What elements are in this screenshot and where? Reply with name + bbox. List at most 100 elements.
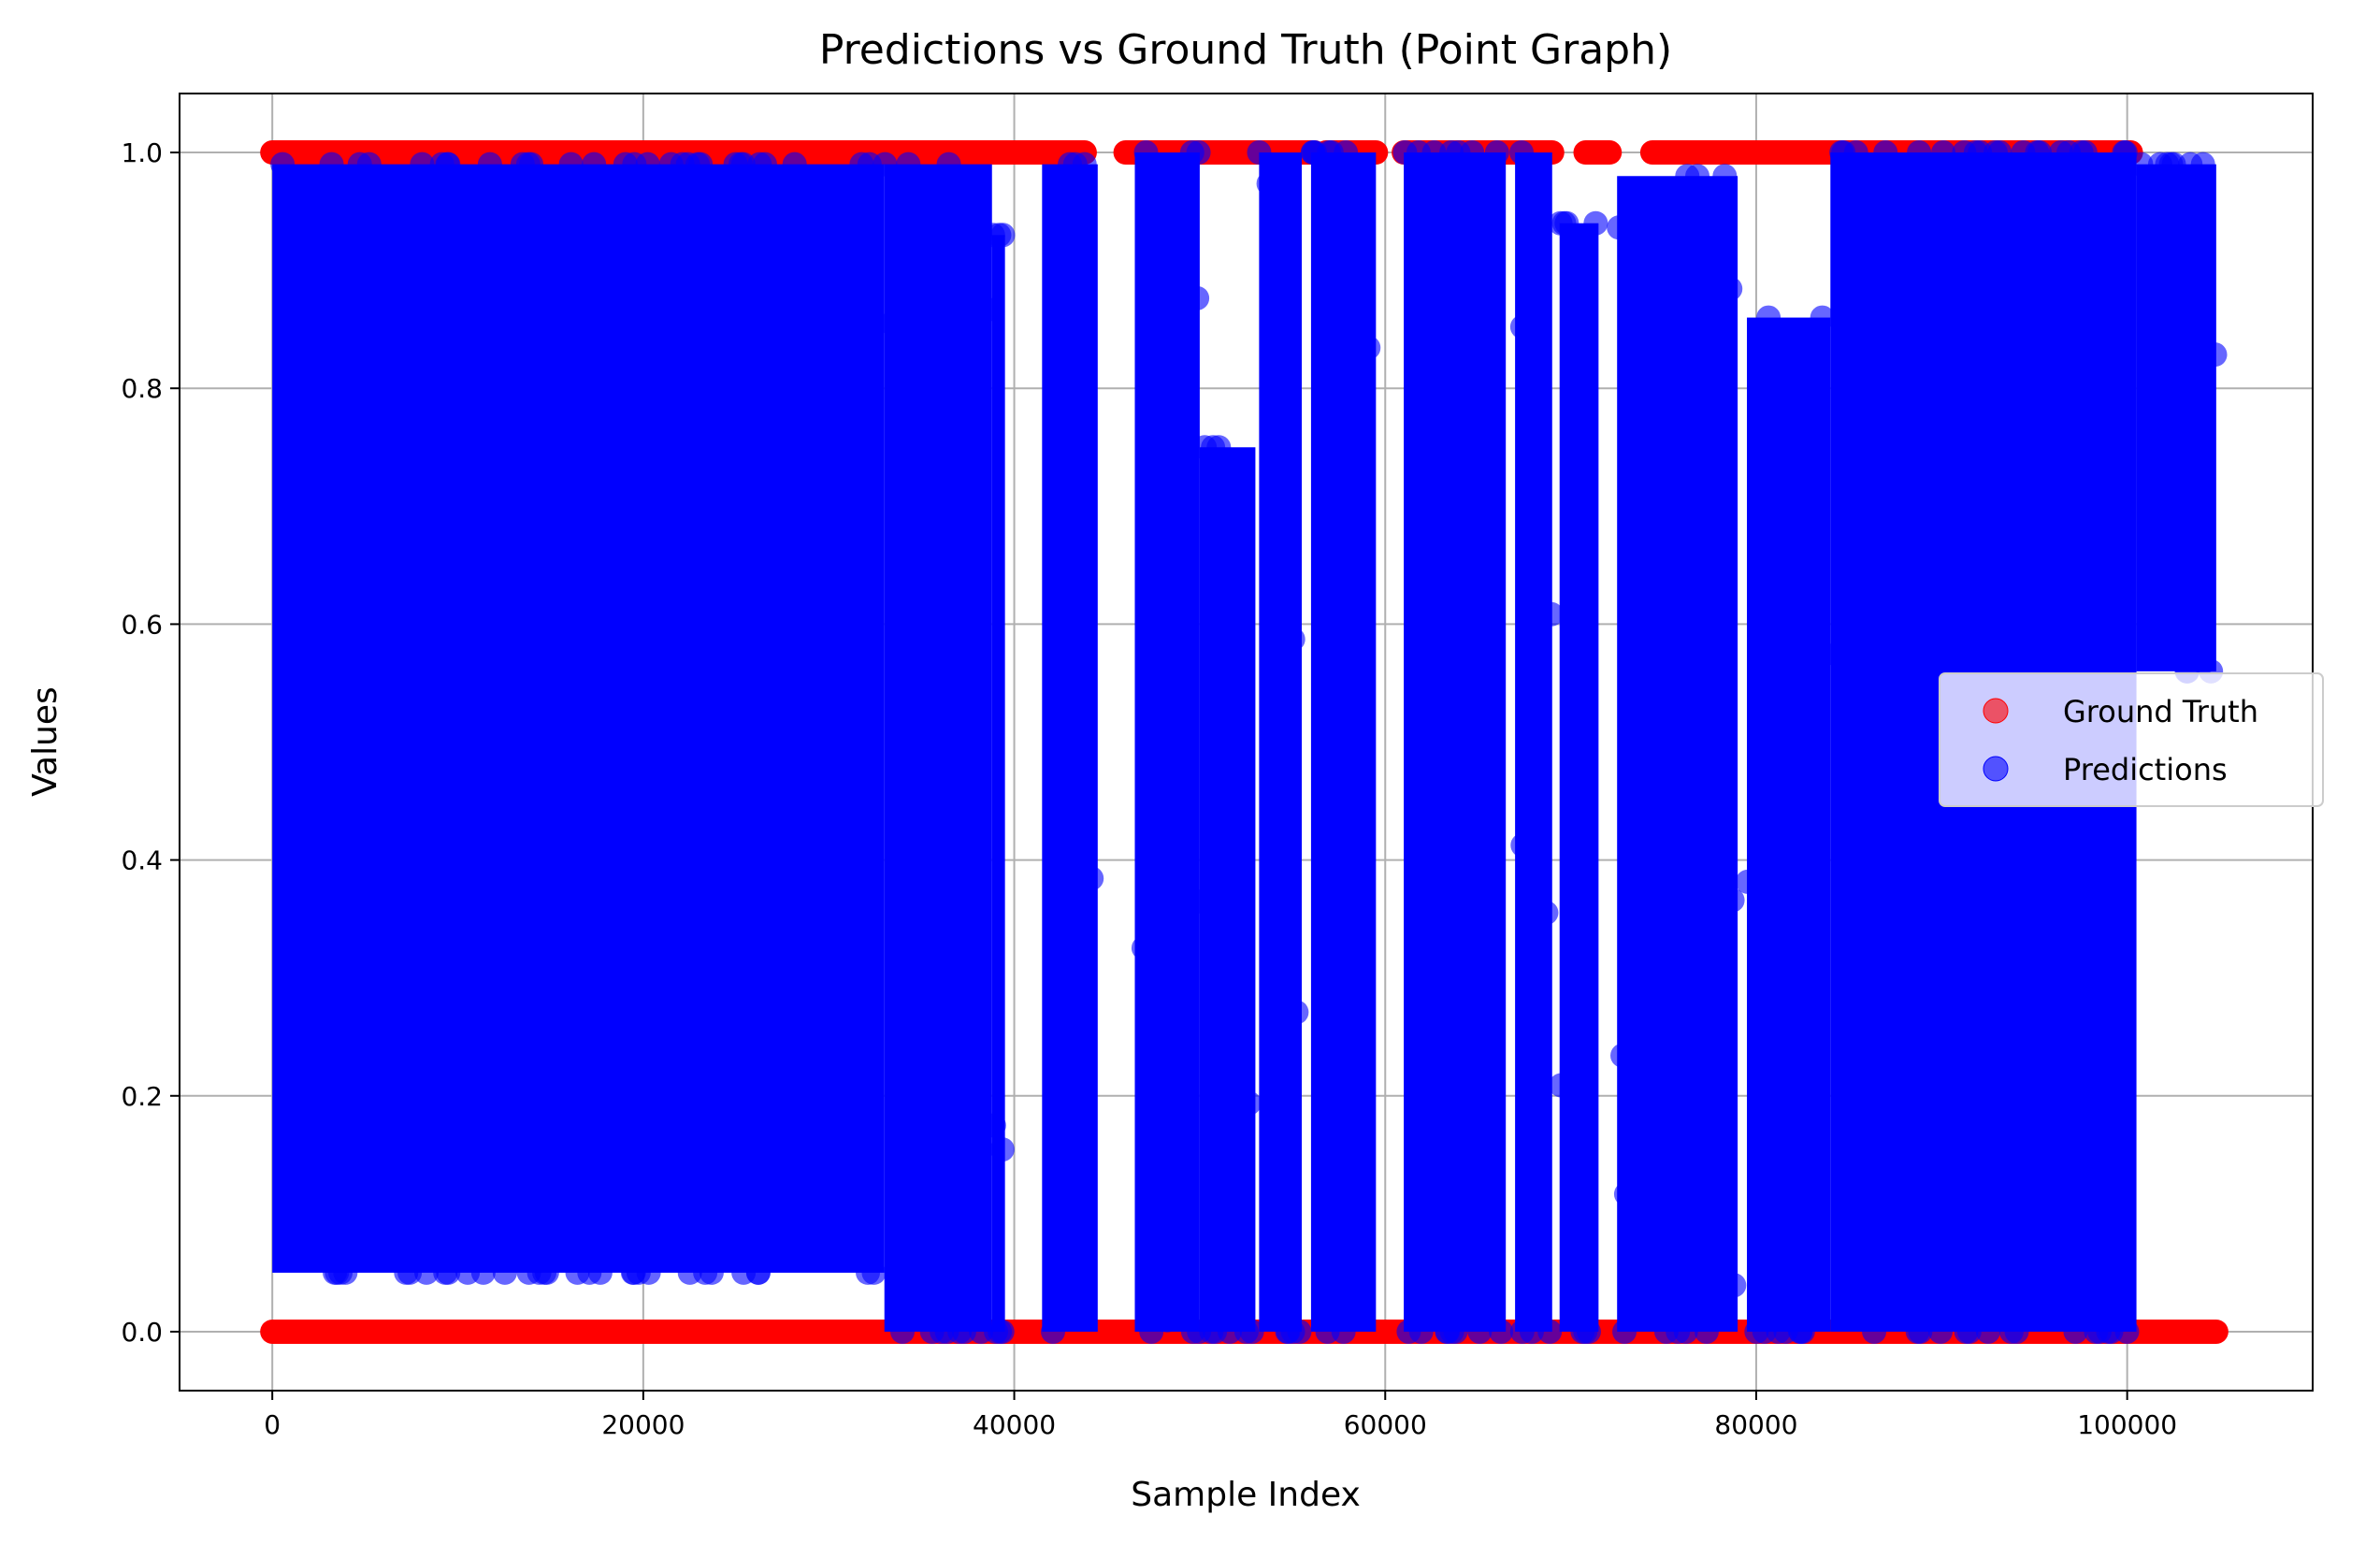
prediction-point (817, 977, 843, 1003)
prediction-point (2185, 622, 2210, 647)
prediction-point (1484, 140, 1509, 166)
prediction-point (949, 708, 974, 733)
prediction-point (854, 899, 879, 924)
prediction-point (1673, 1319, 1698, 1344)
prediction-point (429, 152, 454, 177)
prediction-point (1201, 435, 1226, 460)
prediction-point (1893, 628, 1918, 653)
prediction-point (2034, 628, 2059, 654)
prediction-point (1315, 1319, 1340, 1344)
predictions-point-cluster (1747, 317, 1831, 1332)
predictions-series (270, 140, 2228, 1344)
prediction-point (1280, 627, 1305, 652)
prediction-point (1655, 454, 1680, 479)
prediction-point (981, 1113, 1006, 1138)
prediction-point (382, 925, 407, 950)
prediction-point (1406, 140, 1431, 166)
prediction-point (1058, 152, 1083, 177)
prediction-point (543, 556, 569, 582)
x-tick-label: 60000 (1344, 1409, 1427, 1440)
prediction-point (1185, 285, 1210, 310)
x-tick-label: 0 (264, 1409, 281, 1440)
prediction-point (1857, 931, 1882, 957)
prediction-point (1627, 889, 1652, 915)
prediction-point (436, 1063, 461, 1089)
y-tick-label: 0.6 (121, 609, 163, 640)
prediction-point (675, 152, 700, 177)
predictions-point-cluster (1042, 164, 1098, 1332)
prediction-point (1408, 496, 1434, 521)
prediction-point (811, 242, 836, 267)
prediction-point (443, 253, 469, 278)
prediction-point (1694, 1319, 1719, 1344)
prediction-point (861, 1260, 887, 1285)
prediction-point (492, 1260, 517, 1285)
prediction-point (436, 1260, 461, 1285)
prediction-point (1907, 140, 1932, 166)
y-tick-label: 0.2 (121, 1081, 163, 1112)
prediction-point (519, 152, 544, 177)
predictions-point-cluster (1559, 223, 1599, 1332)
prediction-point (1079, 866, 1104, 891)
prediction-point (699, 1260, 724, 1285)
prediction-point (675, 898, 700, 923)
x-tick-label: 80000 (1714, 1409, 1797, 1440)
prediction-point (313, 421, 339, 446)
prediction-point (1787, 1319, 1812, 1344)
prediction-point (1775, 548, 1800, 573)
prediction-point (477, 152, 502, 177)
prediction-point (2190, 152, 2215, 177)
prediction-point (1968, 140, 1993, 166)
prediction-point (815, 828, 840, 853)
prediction-point (270, 152, 296, 177)
prediction-point (397, 428, 423, 454)
prediction-point (1302, 140, 1327, 166)
prediction-point (1046, 1205, 1071, 1231)
predictions-point-cluster (1404, 152, 1507, 1332)
prediction-point (1334, 411, 1359, 436)
prediction-point (645, 1240, 671, 1265)
prediction-point (1685, 164, 1710, 189)
prediction-point (879, 310, 904, 336)
y-tick-label: 1.0 (121, 137, 163, 168)
prediction-point (656, 594, 682, 619)
prediction-point (824, 1019, 849, 1045)
prediction-point (1718, 276, 1743, 301)
legend-ground-truth-marker (1983, 698, 2009, 724)
prediction-point (1618, 205, 1643, 230)
prediction-point (1538, 601, 1564, 627)
predictions-point-cluster (884, 164, 992, 1332)
prediction-point (930, 1319, 955, 1344)
prediction-point (1180, 1319, 1205, 1344)
prediction-point (1612, 1319, 1637, 1344)
prediction-point (1356, 335, 1381, 360)
prediction-point (1975, 1319, 2000, 1344)
prediction-point (1720, 887, 1745, 913)
prediction-point (734, 621, 759, 646)
prediction-point (752, 152, 777, 177)
prediction-point (1810, 305, 1835, 330)
prediction-point (1712, 164, 1738, 189)
prediction-point (613, 152, 638, 177)
prediction-point (934, 1185, 959, 1210)
prediction-point (365, 1147, 390, 1173)
prediction-point (1896, 1271, 1921, 1296)
legend-predictions-label: Predictions (2063, 752, 2228, 787)
prediction-point (960, 803, 986, 829)
prediction-point (1519, 1319, 1544, 1344)
prediction-point (1217, 1319, 1242, 1344)
prediction-point (1324, 333, 1349, 358)
prediction-point (912, 699, 937, 724)
prediction-point (873, 152, 898, 177)
prediction-point (1862, 1319, 1887, 1344)
prediction-point (1549, 1073, 1574, 1098)
prediction-point (936, 152, 961, 177)
prediction-point (1803, 780, 1828, 805)
x-tick-label: 20000 (601, 1409, 685, 1440)
prediction-point (658, 152, 684, 177)
prediction-point (1762, 831, 1787, 857)
prediction-point (2098, 479, 2123, 504)
prediction-point (1908, 1319, 1933, 1344)
prediction-point (325, 1260, 350, 1285)
prediction-point (552, 683, 577, 708)
